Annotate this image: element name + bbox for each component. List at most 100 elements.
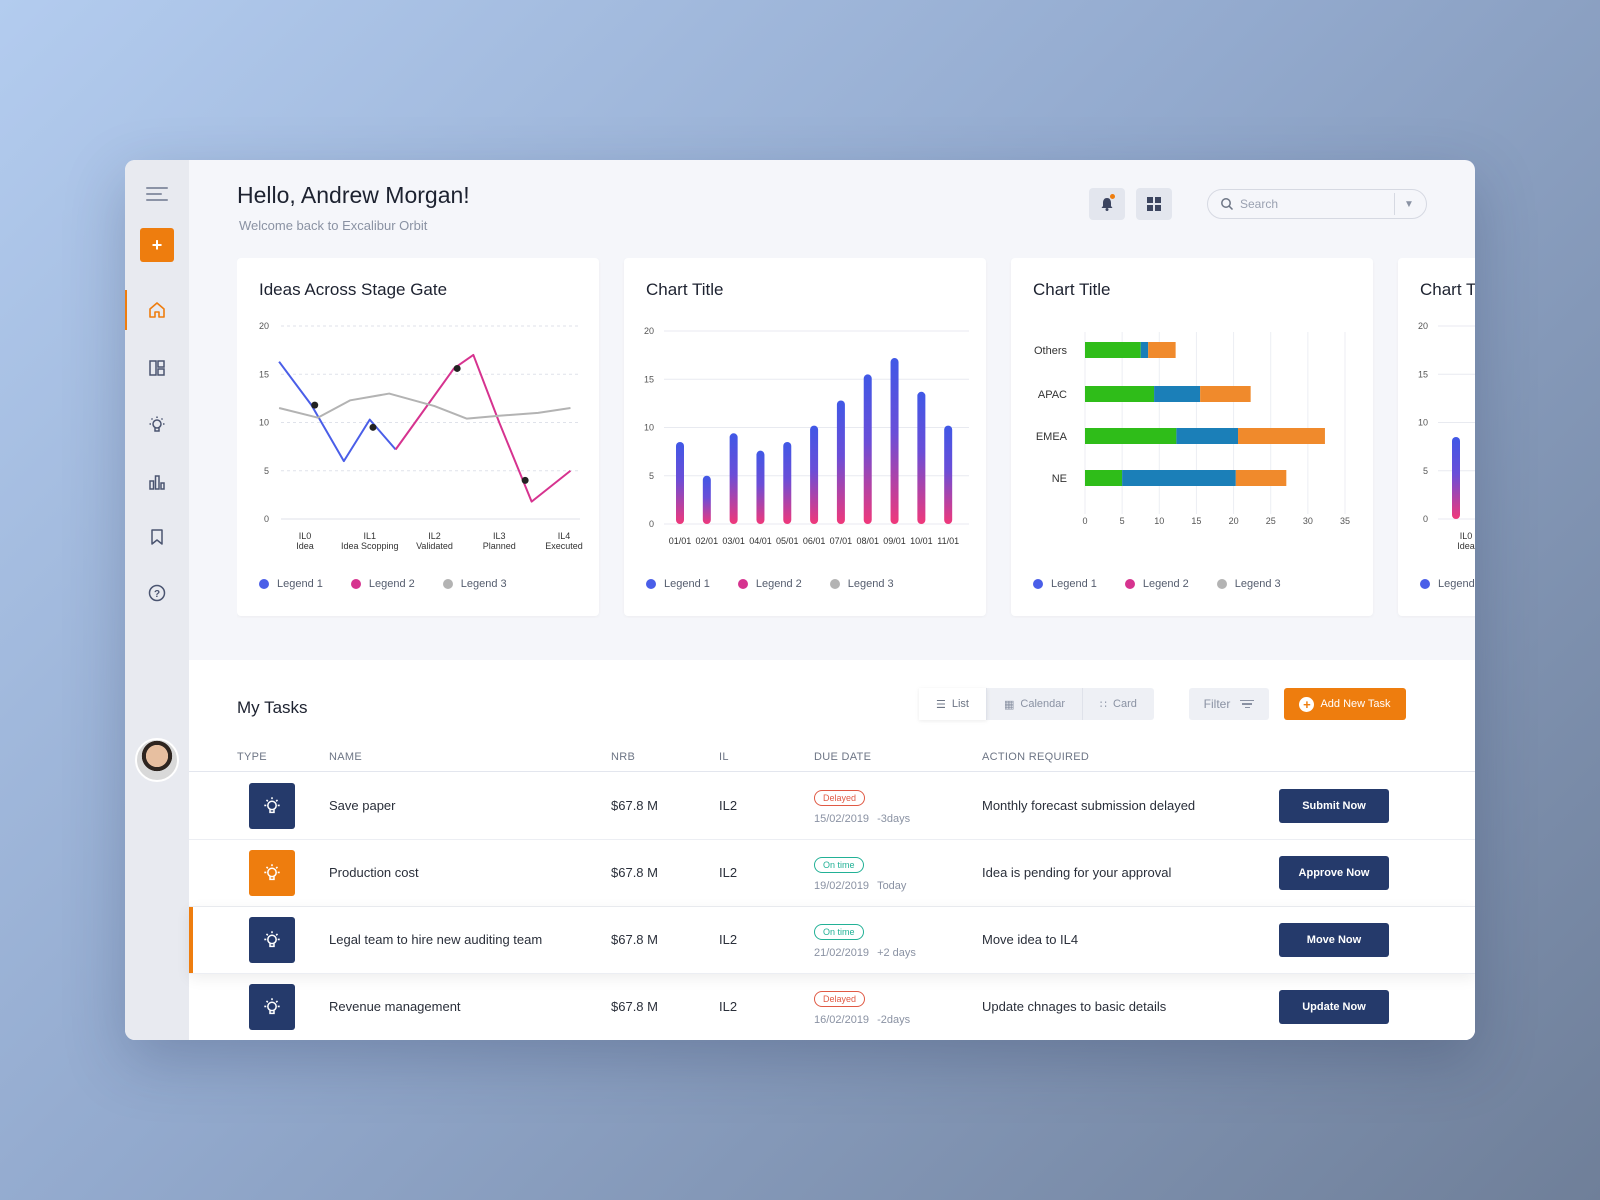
x-tick-sublabel: Idea <box>1457 541 1475 551</box>
hamburger-menu-icon[interactable] <box>146 187 168 203</box>
y-tick-label: 15 <box>1418 369 1428 379</box>
y-tick-label: 5 <box>1423 466 1428 476</box>
x-tick-label: 5 <box>1120 516 1125 526</box>
due-date: 15/02/2019 -3days <box>814 813 910 825</box>
x-tick-label: 02/01 <box>696 536 719 546</box>
legend-label: Legend 3 <box>1234 578 1281 590</box>
nav-dashboard[interactable] <box>125 348 189 388</box>
search-input[interactable] <box>1240 197 1390 211</box>
y-tick-label: 20 <box>644 326 654 336</box>
row-action-button[interactable]: Move Now <box>1279 923 1389 957</box>
due-date-value: 16/02/2019 <box>814 1014 870 1026</box>
type-icon <box>249 984 295 1030</box>
view-card-tab[interactable]: ∷ Card <box>1083 688 1154 720</box>
table-row[interactable]: Production cost $67.8 M IL2 On time 19/02/20… <box>189 840 1475 907</box>
bar-segment <box>1140 342 1149 358</box>
task-name: Production cost <box>329 865 419 880</box>
main-content: Hello, Andrew Morgan! Welcome back to Ex… <box>189 160 1475 1040</box>
legend-item: Legend 2 <box>1124 578 1189 590</box>
plus-circle-icon: + <box>1299 696 1315 712</box>
x-tick-sublabel: Idea <box>296 541 314 551</box>
row-action-button[interactable]: Approve Now <box>1279 856 1389 890</box>
chart-card-stage-gate: Ideas Across Stage Gate 0 5 10 15 20 IL0 Idea I… <box>237 258 599 616</box>
x-tick-label: 10/01 <box>910 536 933 546</box>
y-tick-label: Others <box>1034 345 1068 357</box>
filter-button[interactable]: Filter <box>1189 688 1269 720</box>
bell-icon <box>1101 198 1113 211</box>
y-tick-label: 0 <box>264 514 269 524</box>
chevron-down-icon[interactable]: ▼ <box>1404 198 1414 210</box>
x-tick-label: 03/01 <box>722 536 745 546</box>
legend-dot <box>737 579 748 589</box>
add-button[interactable]: + <box>140 228 174 262</box>
add-new-task-button[interactable]: + Add New Task <box>1284 688 1406 720</box>
table-row[interactable]: Save paper $67.8 M IL2 Delayed 15/02/2019 -3d… <box>189 773 1475 840</box>
view-label: Card <box>1113 698 1137 710</box>
filter-label: Filter <box>1203 697 1231 711</box>
nav-reports[interactable] <box>125 462 189 502</box>
table-row[interactable]: Legal team to hire new auditing team $67.… <box>189 907 1475 974</box>
x-tick-label: 25 <box>1266 516 1276 526</box>
table-row[interactable]: Revenue management $67.8 M IL2 Delayed 16/02… <box>189 974 1475 1040</box>
legend-label: Legend 3 <box>847 578 894 590</box>
legend-dot <box>1124 579 1135 589</box>
notifications-button[interactable] <box>1089 188 1125 220</box>
x-tick-label: 10 <box>1154 516 1164 526</box>
row-action-button[interactable]: Update Now <box>1279 990 1389 1024</box>
svg-text:?: ? <box>154 589 160 600</box>
grid-icon: ∷ <box>1100 698 1108 711</box>
bar-chart: 0 5 10 15 20 01/01 02/01 03/01 04/01 05/01 06/01 07… <box>644 326 969 546</box>
layout-toggle-button[interactable] <box>1136 188 1172 220</box>
legend-item: Legend 1 <box>259 578 323 590</box>
search-divider <box>1394 193 1395 215</box>
chart-title: Chart Title <box>1033 280 1111 299</box>
chart-legend: Legend 1 <box>1420 578 1475 590</box>
nav-bookmarks[interactable] <box>125 517 189 557</box>
view-calendar-tab[interactable]: ▦ Calendar <box>987 688 1084 720</box>
due-date-value: 19/02/2019 <box>814 880 870 892</box>
legend-dot <box>442 579 453 589</box>
bar-segment <box>1085 342 1141 358</box>
task-nrb: $67.8 M <box>611 865 658 880</box>
page-title: Hello, Andrew Morgan! <box>237 182 470 208</box>
column-header-il: IL <box>719 751 729 763</box>
task-il: IL2 <box>719 999 738 1014</box>
nav-ideas[interactable] <box>125 405 189 445</box>
bar <box>863 374 872 524</box>
due-date: 16/02/2019 -2days <box>814 1014 910 1026</box>
row-action-button[interactable]: Submit Now <box>1279 789 1389 823</box>
bar <box>756 450 765 524</box>
series-line <box>278 392 571 420</box>
x-tick-label: 09/01 <box>883 536 906 546</box>
chart-legend: Legend 1 Legend 2 Legend 3 <box>1033 578 1309 590</box>
task-il: IL2 <box>719 932 738 947</box>
due-date-value: 21/02/2019 <box>814 947 870 959</box>
nav-help[interactable]: ? <box>125 573 189 613</box>
view-label: Calendar <box>1020 698 1066 710</box>
chart-title: Chart Title <box>1420 280 1475 299</box>
nav-home[interactable] <box>125 290 189 330</box>
legend-dot <box>350 579 361 589</box>
series-line <box>394 353 572 503</box>
y-tick-label: 10 <box>259 418 269 428</box>
y-tick-label: 20 <box>1418 321 1428 331</box>
x-tick-label: IL0 <box>299 531 312 541</box>
task-name: Save paper <box>329 798 396 813</box>
y-tick-label: 15 <box>644 374 654 384</box>
due-relative: Today <box>877 880 907 892</box>
lightbulb-icon <box>149 416 165 432</box>
legend-item: Legend 3 <box>1216 578 1281 590</box>
view-list-tab[interactable]: ☰ List <box>919 688 987 720</box>
due-date: 21/02/2019 +2 days <box>814 947 916 959</box>
avatar[interactable] <box>135 738 179 782</box>
type-icon <box>249 917 295 963</box>
bar <box>1452 436 1460 519</box>
bar-segment <box>1235 470 1287 486</box>
x-tick-label: 15 <box>1191 516 1201 526</box>
bar-segment <box>1148 342 1176 358</box>
legend-dot <box>1420 579 1430 589</box>
x-tick-label: IL1 <box>363 531 376 541</box>
bar-segment <box>1154 386 1201 402</box>
